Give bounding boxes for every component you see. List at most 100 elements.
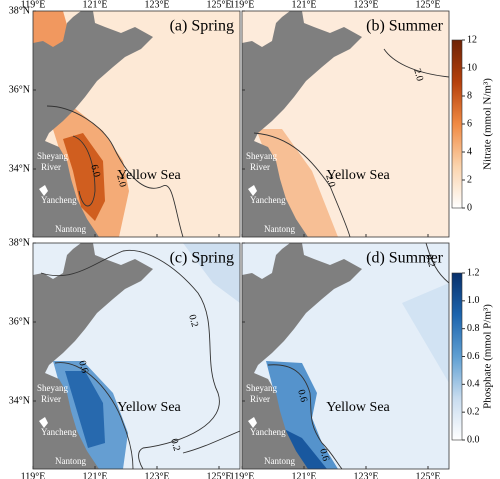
concentration-patch [266, 361, 338, 469]
panel-label: (a) Spring [170, 18, 234, 35]
panel-frame [241, 242, 450, 470]
colorbar-tick-label: 1.2 [467, 267, 480, 278]
concentration-patch [63, 133, 105, 221]
contour-line [253, 132, 351, 237]
colorbar-title: Nitrate (mmol N/m³) [482, 78, 494, 170]
concentration-patch [256, 129, 338, 237]
lon-tick-label: 123°E [144, 471, 169, 479]
place-label: Sheyang [37, 383, 68, 393]
place-label: Yancheng [41, 195, 77, 205]
place-label: River [41, 162, 61, 172]
colorbar-tick-label: 0.0 [467, 434, 480, 445]
map-area: 0.6 0.2 0.2 [33, 243, 240, 469]
lat-tick-label: 38°N [9, 237, 30, 248]
contour-line [72, 135, 96, 207]
panel-frame [32, 242, 241, 470]
lon-tick-label: 119°E [230, 0, 255, 10]
place-label: Yellow Sea [326, 168, 390, 183]
coast-city [248, 417, 257, 428]
lon-tick-label: 123°E [353, 471, 378, 479]
panel-label: (d) Summer [366, 250, 444, 267]
lat-tick-label: 36°N [9, 316, 30, 327]
contour-label: 0.2 [423, 253, 437, 268]
colorbar [451, 272, 463, 441]
place-label: Yellow Sea [326, 400, 390, 415]
contour-label: 2.0 [323, 173, 337, 188]
colorbar-tick-label: 10 [467, 62, 477, 73]
lon-tick-label: 119°E [21, 0, 46, 10]
place-label: Nantong [264, 456, 295, 466]
concentration-patch [65, 371, 105, 448]
colorbar [451, 39, 463, 209]
lat-tick-label: 36°N [9, 84, 30, 95]
contour-label: 0.2 [186, 313, 200, 328]
coast-city [39, 417, 48, 428]
concentration-patch [183, 243, 240, 303]
contour-line [383, 48, 449, 78]
place-label: Nantong [55, 456, 86, 466]
place-label: Nantong [55, 224, 86, 234]
map-panel: 0.6 0.6 0.2(d) Summer Yellow Sea SheyangRive… [230, 242, 450, 479]
lon-tick-label: 123°E [144, 0, 169, 10]
colorbar-tick-label: 0.4 [467, 379, 480, 390]
concentration-patch [282, 428, 327, 469]
contour-label: 6.0 [88, 163, 102, 178]
colorbar-tick-label: 6 [467, 118, 472, 129]
contour-label: 2.0 [114, 173, 128, 188]
lat-tick-label: 34°N [9, 163, 30, 174]
concentration-patch [402, 283, 449, 383]
lon-tick-label: 121°E [82, 471, 107, 479]
lon-tick-label: 121°E [82, 0, 107, 10]
lat-tick-label: 34°N [9, 395, 30, 406]
contour-line [40, 249, 220, 469]
place-label: Yancheng [41, 427, 77, 437]
map-area: 2.0 2.0 [242, 11, 449, 237]
place-label: Yellow Sea [117, 168, 181, 183]
place-label: Yancheng [250, 427, 286, 437]
map-area: 0.6 0.6 0.2 [242, 243, 449, 469]
colorbar-tick-label: 0.6 [467, 351, 480, 362]
place-label: Sheyang [246, 151, 277, 161]
colorbar-tick-label: 0.2 [467, 406, 480, 417]
lon-tick-label: 125°E [415, 471, 440, 479]
place-label: Nantong [264, 224, 295, 234]
colorbar-tick-label: 1.0 [467, 295, 480, 306]
colorbar-tick-label: 2 [467, 174, 472, 185]
lat-tick-label: 38°N [9, 5, 30, 16]
panel-label: (b) Summer [366, 18, 444, 35]
place-label: Sheyang [37, 151, 68, 161]
land [33, 243, 153, 469]
lon-tick-label: 119°E [21, 471, 46, 479]
contour-label: 0.6 [295, 388, 309, 403]
contour-label: 0.6 [317, 447, 331, 462]
place-label: River [250, 394, 270, 404]
panel-frame [241, 10, 450, 238]
place-label: Sheyang [246, 383, 277, 393]
colorbar-title: Phosphate (mmol P/m³) [482, 304, 494, 409]
lon-tick-label: 119°E [230, 471, 255, 479]
concentration-patch [33, 11, 67, 51]
contour-label: 2.0 [411, 67, 425, 82]
lon-tick-label: 121°E [291, 471, 316, 479]
land [242, 243, 362, 469]
contour-label: 0.6 [76, 359, 90, 374]
lon-tick-label: 125°E [206, 0, 231, 10]
colorbar-tick-label: 12 [467, 34, 477, 45]
coast-city [248, 185, 257, 196]
panel-frame [32, 10, 241, 238]
place-label: Yellow Sea [117, 400, 181, 415]
lon-tick-label: 121°E [291, 0, 316, 10]
contour-line [46, 105, 184, 237]
coast-city [39, 185, 48, 196]
colorbar-tick-label: 0.8 [467, 323, 480, 334]
colorbar-tick-label: 0 [467, 202, 472, 213]
lon-tick-label: 125°E [415, 0, 440, 10]
map-area: 6.0 2.0 [33, 11, 240, 237]
land [242, 11, 362, 237]
lon-tick-label: 125°E [206, 471, 231, 479]
map-panel: 0.6 0.2 0.2 (c) Spring Yellow Sea SheyangRive… [9, 237, 241, 479]
contour-line [425, 243, 449, 284]
